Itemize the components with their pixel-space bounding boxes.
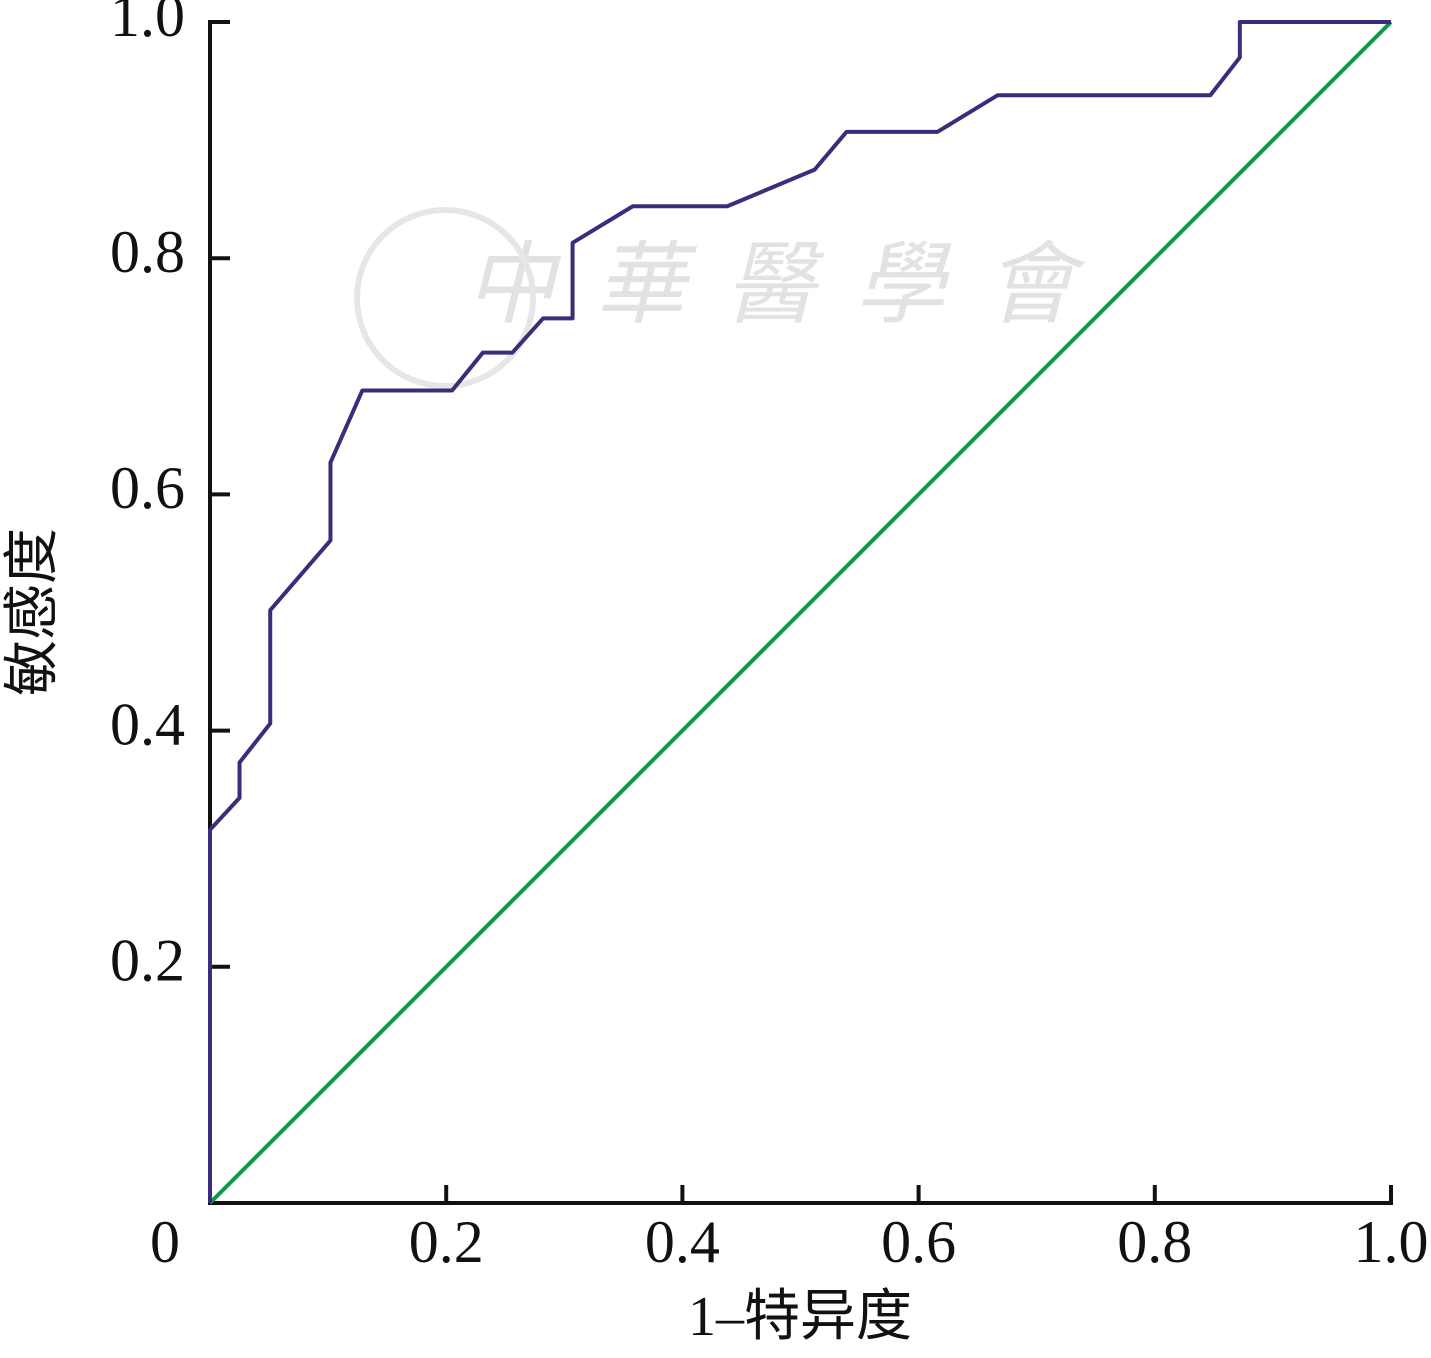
x-axis-label: 1–特异度	[688, 1286, 912, 1348]
line-series	[208, 20, 1391, 1203]
x-tick-label: 0.8	[1117, 1209, 1192, 1275]
y-tick-label: 0.6	[110, 455, 185, 521]
y-tick-label: 0.8	[110, 219, 185, 285]
y-tick-label: 0.2	[110, 928, 185, 994]
y-tick-label: 0.4	[110, 691, 185, 757]
x-tick-label: 0.4	[645, 1209, 720, 1275]
watermark: 中華醫學會	[465, 237, 1115, 336]
x-tick-label: 1.0	[1354, 1209, 1429, 1275]
x-tick-label: 0.6	[881, 1209, 956, 1275]
line-series	[208, 20, 1393, 1205]
watermark-logo	[354, 207, 536, 389]
x-tick-label: 0.2	[409, 1209, 484, 1275]
y-axis-label: 敏感度	[2, 528, 64, 696]
x-tick-label: 0	[150, 1209, 180, 1275]
y-tick-label: 1.0	[110, 0, 185, 49]
